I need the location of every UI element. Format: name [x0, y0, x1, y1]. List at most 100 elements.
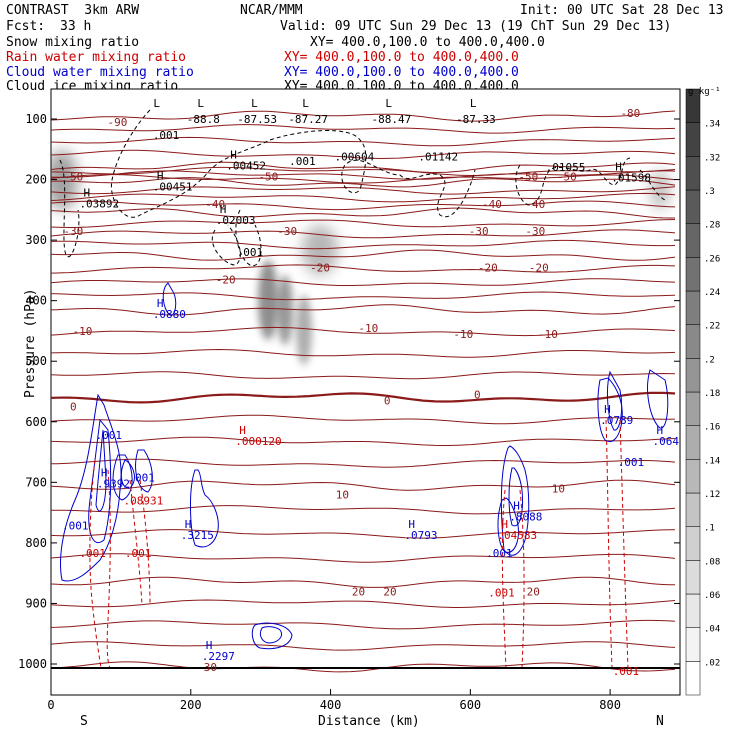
y-axis-label: Pressure (hPa): [23, 288, 38, 398]
colorbar-swatch: [685, 391, 701, 426]
temp-contour-minor: [51, 192, 676, 203]
x-tick-label: 600: [459, 698, 481, 712]
contour-label: -40: [205, 198, 225, 211]
extremum-value: .01142: [418, 150, 458, 163]
colorbar-tick-label: .1: [704, 524, 715, 534]
colorbar-swatch: [685, 257, 701, 292]
extremum-value: .00451: [153, 181, 193, 194]
temp-contour-minor: [51, 505, 676, 515]
extremum-symbol: L: [197, 97, 204, 110]
colorbar-tick-label: .14: [704, 456, 720, 466]
extremum-value: .001: [79, 547, 106, 560]
field-xy-snow: XY= 400.0,100.0 to 400.0,400.0: [310, 35, 545, 50]
extremum-value: .001: [237, 246, 264, 259]
colorbar-swatch: [685, 459, 701, 494]
contour-label: 0: [70, 401, 77, 414]
colorbar-tick-label: .18: [704, 389, 720, 399]
valid-time: Valid: 09 UTC Sun 29 Dec 13 (19 ChT Sun …: [280, 19, 672, 34]
temp-contour-minor: [51, 436, 676, 446]
extremum-value: .001: [486, 547, 513, 560]
extremum-value: .000120: [235, 435, 281, 448]
cloud-water-contours: [60, 282, 669, 650]
extremum-label: .001: [79, 547, 106, 560]
temp-contour--20: [51, 249, 676, 261]
y-tick-label: 300: [25, 233, 47, 247]
y-tick-label: 900: [25, 596, 47, 610]
fcst-value: 33 h: [60, 19, 92, 34]
y-tick-label: 200: [25, 173, 47, 187]
extremum-label: .00604: [335, 150, 375, 163]
temp-contour-minor: [51, 458, 676, 468]
temperature-contours: [51, 110, 676, 673]
contour-label: 0: [474, 389, 481, 402]
extremum-label: L: [251, 97, 258, 110]
extremum-symbol: H: [206, 639, 213, 652]
extremum-label: L: [470, 97, 477, 110]
x-axis-label: Distance (km): [318, 714, 420, 729]
contour-label: -20: [216, 273, 236, 286]
temp-contour-minor: [51, 219, 676, 228]
extremum-label: .01055: [546, 161, 586, 174]
contour-label: -30: [63, 225, 83, 238]
extremum-value: .03892: [79, 198, 119, 211]
contour-label: -50: [518, 171, 538, 184]
contour-label: -20: [478, 261, 498, 274]
extremum-label: H.0793: [404, 518, 437, 542]
colorbar-swatch: [685, 492, 701, 527]
contour-label: -10: [73, 325, 93, 338]
snow-shading: [51, 150, 670, 365]
temp-contour-0: [51, 391, 676, 404]
extremum-value: .001: [613, 665, 640, 678]
temp-contour-minor: [51, 414, 676, 425]
colorbar-swatch: [685, 661, 701, 696]
temp-contour-minor: [51, 124, 676, 134]
colorbar-swatch: [685, 290, 701, 325]
x-tick-label: 0: [47, 698, 54, 712]
extremum-label: .01142: [418, 150, 458, 163]
contour-label: -50: [258, 171, 278, 184]
colorbar-tick-label: .04: [704, 625, 720, 635]
model-title: CONTRAST 3km ARW: [6, 3, 140, 18]
temp-contour-minor: [51, 326, 676, 337]
colorbar-tick-label: .06: [704, 591, 720, 601]
extremum-symbol: H: [83, 187, 90, 200]
contour-label: -87.53: [237, 113, 277, 126]
extremum-value: .0793: [404, 529, 437, 542]
colorbar-tick-label: .08: [704, 557, 720, 567]
extremum-symbol: L: [470, 97, 477, 110]
x-tick-label: 800: [599, 698, 621, 712]
field-name-cloud-water: Cloud water mixing ratio: [6, 65, 194, 80]
extremum-label: H.0789: [600, 403, 633, 427]
temp-contour-minor: [51, 149, 676, 160]
contour-label: 10: [336, 488, 349, 501]
contour-label: -10: [453, 328, 473, 341]
colorbar-unit: g kg⁻¹: [688, 87, 721, 97]
extremum-symbol: H: [220, 203, 227, 216]
extrema-labels: L L L L L L.001H.00452.001.00604.01142.01055H…: [62, 97, 680, 678]
temp-contour-minor: [51, 170, 676, 180]
extremum-label: .001: [613, 665, 640, 678]
temp-contour--50: [51, 161, 676, 174]
colorbar-tick-label: .28: [704, 221, 720, 231]
extremum-label: L: [197, 97, 204, 110]
plot-frame: [50, 88, 681, 696]
contour-label: -20: [529, 261, 549, 274]
extremum-label: .001: [289, 155, 316, 168]
extremum-symbol: H: [615, 161, 622, 174]
field-name-rain: Rain water mixing ratio: [6, 50, 187, 65]
y-tick-label: 1000: [18, 657, 47, 671]
extremum-value: .01598: [611, 172, 651, 185]
extremum-label: H.03892: [79, 187, 119, 211]
endpoint-left: S: [80, 714, 88, 729]
contour-label: -10: [538, 328, 558, 341]
colorbar-tick-label: .32: [704, 153, 720, 163]
colorbar-swatch: [685, 560, 701, 595]
colorbar-tick-label: .24: [704, 288, 720, 298]
contour-label: -88.8: [187, 113, 220, 126]
contour-label: -40: [482, 198, 502, 211]
temp-contour-10: [51, 479, 676, 491]
colorbar-tick-label: .2: [704, 355, 715, 365]
colorbar-tick-label: .3: [704, 187, 715, 197]
